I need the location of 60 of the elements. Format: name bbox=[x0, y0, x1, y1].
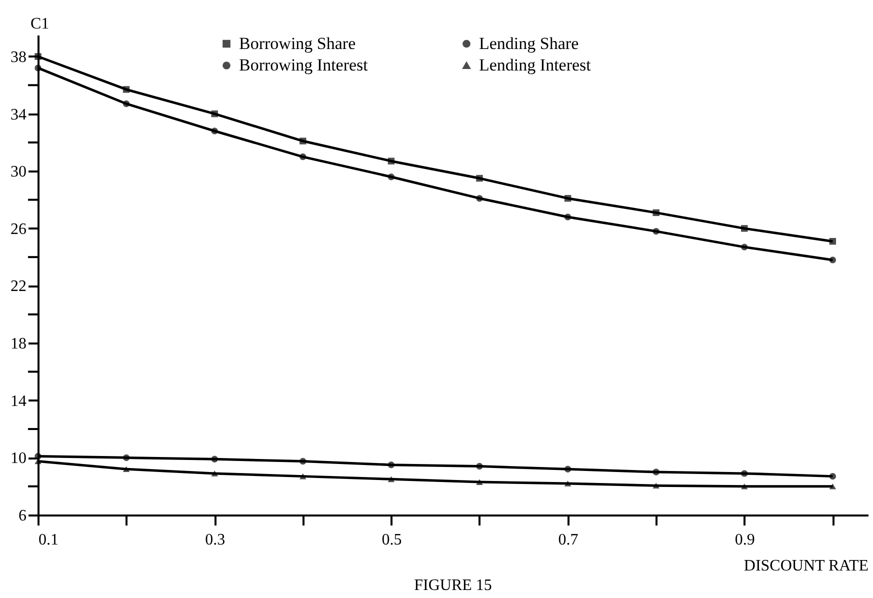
point bbox=[388, 174, 395, 180]
x-tick-label: 0.5 bbox=[382, 532, 402, 548]
point bbox=[388, 476, 395, 482]
point bbox=[300, 138, 306, 144]
point bbox=[564, 214, 572, 220]
x-tick-label: 0.7 bbox=[558, 532, 578, 548]
point bbox=[564, 480, 572, 486]
point bbox=[300, 473, 306, 480]
y-tick-label: 22 bbox=[10, 278, 26, 296]
y-tick-label: 14 bbox=[10, 392, 26, 410]
point bbox=[476, 479, 483, 485]
legend-label: Borrowing Interest bbox=[239, 56, 368, 74]
caption: FIGURE 15 bbox=[414, 577, 492, 594]
point bbox=[564, 466, 572, 472]
point bbox=[741, 483, 748, 490]
point bbox=[300, 458, 306, 465]
point bbox=[829, 472, 836, 480]
point bbox=[122, 100, 130, 108]
point bbox=[829, 483, 836, 490]
x-tick-label: 0.9 bbox=[734, 532, 755, 548]
point bbox=[300, 153, 306, 160]
point bbox=[741, 225, 748, 232]
legend-label: Lending Share bbox=[479, 34, 579, 53]
point bbox=[388, 462, 395, 468]
point bbox=[652, 468, 660, 476]
point bbox=[652, 482, 660, 489]
point bbox=[564, 194, 572, 202]
x-tick-label: 0.3 bbox=[205, 532, 226, 548]
legend-label: Borrowing Share bbox=[239, 34, 356, 53]
point bbox=[122, 86, 130, 93]
point bbox=[829, 238, 836, 245]
point bbox=[476, 174, 483, 182]
point bbox=[741, 470, 748, 477]
point bbox=[211, 128, 218, 134]
y-tick-label: 6 bbox=[18, 508, 26, 524]
y-axis-title: C1 bbox=[30, 16, 50, 32]
y-tick-label: 34 bbox=[10, 106, 26, 124]
y-tick-label: 30 bbox=[10, 164, 26, 181]
point bbox=[122, 454, 130, 462]
point bbox=[34, 64, 42, 72]
point bbox=[34, 53, 42, 60]
point bbox=[211, 470, 218, 476]
point bbox=[34, 452, 42, 460]
point bbox=[476, 462, 483, 470]
point bbox=[122, 466, 130, 472]
x-axis-title: DISCOUNT RATE bbox=[744, 558, 868, 574]
point bbox=[829, 256, 836, 264]
legend-label: Lending Interest bbox=[479, 56, 592, 74]
y-tick-label: 10 bbox=[10, 450, 26, 468]
point bbox=[388, 158, 395, 164]
x-tick-label: 0.1 bbox=[38, 532, 58, 548]
point bbox=[652, 228, 660, 235]
y-tick-label: 38 bbox=[10, 48, 26, 66]
y-tick-label: 26 bbox=[10, 220, 26, 238]
point bbox=[741, 244, 748, 250]
point bbox=[476, 194, 483, 202]
point bbox=[211, 456, 218, 462]
point bbox=[652, 209, 660, 216]
point bbox=[211, 110, 218, 118]
y-tick-label: 18 bbox=[10, 336, 26, 353]
